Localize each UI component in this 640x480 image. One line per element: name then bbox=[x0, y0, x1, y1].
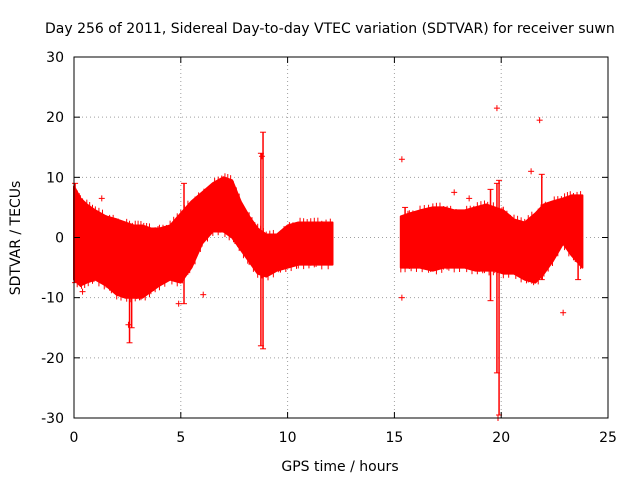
data-point bbox=[398, 156, 405, 163]
x-tick-label: 0 bbox=[70, 430, 79, 446]
x-axis-ticks: 0 5 10 15 20 25 bbox=[70, 57, 617, 446]
data-point bbox=[258, 153, 265, 160]
data-point bbox=[98, 195, 105, 202]
x-tick-label: 25 bbox=[599, 430, 617, 446]
y-axis-ticks: -30 -20 -10 0 10 20 30 bbox=[41, 50, 608, 427]
data-point bbox=[200, 291, 207, 298]
chart-title: Day 256 of 2011, Sidereal Day-to-day VTE… bbox=[45, 21, 615, 37]
y-tick-label: -20 bbox=[41, 351, 64, 367]
data-point bbox=[466, 195, 473, 202]
data-point bbox=[79, 288, 86, 295]
data-point bbox=[528, 168, 535, 175]
y-tick-label: 20 bbox=[46, 110, 64, 126]
x-tick-label: 15 bbox=[385, 430, 403, 446]
data-point bbox=[398, 294, 405, 301]
data-point bbox=[125, 321, 132, 328]
y-tick-label: -30 bbox=[41, 411, 64, 427]
y-tick-label: 10 bbox=[46, 170, 64, 186]
data-point bbox=[536, 117, 543, 124]
x-tick-label: 20 bbox=[492, 430, 510, 446]
data-point bbox=[493, 105, 500, 112]
y-tick-label: 0 bbox=[55, 231, 64, 247]
x-tick-label: 10 bbox=[279, 430, 297, 446]
y-axis-label: SDTVAR / TECUs bbox=[8, 181, 24, 296]
data-point bbox=[560, 309, 567, 316]
data-layer bbox=[72, 105, 584, 421]
x-tick-label: 5 bbox=[176, 430, 185, 446]
y-tick-label: -10 bbox=[41, 291, 64, 307]
data-point bbox=[451, 189, 458, 196]
y-tick-label: 30 bbox=[46, 50, 64, 66]
data-point bbox=[175, 300, 182, 307]
x-axis-label: GPS time / hours bbox=[281, 459, 398, 475]
